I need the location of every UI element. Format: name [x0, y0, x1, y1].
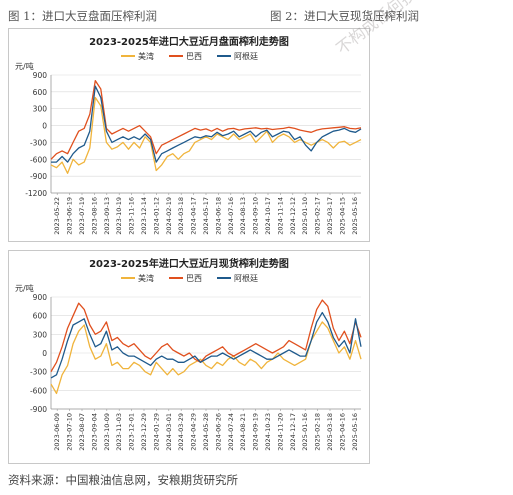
caption-fig1: 图 1：进口大豆盘面压榨利润: [8, 9, 157, 23]
legend-label: 美湾: [138, 51, 154, 61]
y-axis-unit: 元/吨: [15, 283, 34, 293]
y-tick-label: 300: [33, 330, 48, 339]
x-tick-label: 2025-05-16: [351, 197, 359, 235]
y-tick-label: -1200: [25, 189, 47, 198]
x-tick-label: 2024-02-19: [165, 197, 173, 235]
x-tick-label: 2024-11-20: [276, 413, 284, 451]
x-tick-label: 2024-05-17: [202, 197, 210, 235]
y-axis-unit: 元/吨: [15, 61, 34, 71]
y-tick-label: 0: [42, 349, 47, 358]
x-tick-label: 2024-03-29: [177, 413, 185, 451]
x-tick-label: 2025-02-18: [314, 413, 322, 451]
x-tick-label: 2025-03-18: [326, 413, 334, 451]
x-tick-label: 2025-01-16: [301, 413, 309, 451]
x-tick-label: 2024-04-17: [190, 197, 198, 235]
y-tick-label: -600: [30, 155, 47, 164]
y-tick-label: -600: [30, 386, 47, 395]
x-tick-label: 2023-11-03: [115, 413, 123, 451]
x-tick-label: 2023-12-29: [140, 413, 148, 451]
x-tick-label: 2024-10-17: [264, 197, 272, 235]
x-tick-label: 2023-11-16: [128, 197, 136, 235]
x-tick-label: 2023-09-04: [90, 413, 98, 451]
chart-title: 2023-2025年进口大豆近月现货榨利走势图: [89, 257, 289, 270]
x-tick-label: 2024-01-12: [152, 197, 160, 235]
x-tick-label: 2024-08-21: [239, 413, 247, 451]
legend-label: 阿根廷: [234, 273, 258, 283]
x-tick-label: 2025-03-17: [326, 197, 334, 235]
x-tick-label: 2023-08-07: [78, 413, 86, 451]
x-tick-label: 2023-07-19: [78, 197, 86, 235]
x-tick-label: 2024-03-01: [165, 413, 173, 451]
x-tick-label: 2024-11-14: [276, 197, 284, 235]
series-line-1: [50, 96, 362, 174]
x-tick-label: 2024-04-29: [190, 413, 198, 451]
x-tick-label: 2023-06-19: [66, 197, 74, 235]
x-tick-label: 2024-12-17: [289, 413, 297, 451]
series-line-2: [50, 299, 362, 373]
x-tick-label: 2025-05-16: [351, 413, 359, 451]
x-tick-label: 2024-10-23: [264, 413, 272, 451]
chart-panel-1: 2023-2025年进口大豆近月盘面榨利走势图美湾 巴西 阿根廷元/吨 900 600 3…: [8, 28, 370, 242]
x-tick-label: 2024-05-28: [202, 413, 210, 451]
x-tick-label: 2024-01-29: [152, 413, 160, 451]
legend-label: 阿根廷: [234, 51, 258, 61]
y-tick-label: 600: [33, 88, 48, 97]
legend-label: 巴西: [186, 52, 202, 61]
y-tick-label: 600: [33, 312, 48, 321]
y-tick-label: -300: [30, 368, 47, 377]
y-tick-label: 900: [33, 71, 48, 80]
series-line-3: [50, 311, 362, 379]
x-tick-label: 2023-09-13: [103, 197, 111, 235]
chart-panel-2: 2023-2025年进口大豆近月现货榨利走势图美湾 巴西 阿根廷元/吨 900 600 3…: [8, 250, 370, 464]
x-tick-label: 2023-05-22: [53, 197, 61, 235]
series-line-2: [50, 79, 362, 160]
x-tick-label: 2023-12-01: [128, 413, 136, 451]
y-tick-label: -300: [30, 138, 47, 147]
x-tick-label: 2024-08-13: [239, 197, 247, 235]
x-tick-label: 2024-07-24: [227, 413, 235, 451]
x-tick-label: 2023-12-14: [140, 197, 148, 235]
x-tick-label: 2023-06-09: [53, 413, 61, 451]
series-line-3: [51, 85, 362, 163]
x-tick-label: 2023-10-19: [115, 197, 123, 235]
x-tick-label: 2025-04-15: [338, 197, 346, 235]
legend-label: 美湾: [138, 273, 154, 283]
y-tick-label: -900: [30, 172, 47, 181]
x-tick-label: 2025-01-10: [301, 197, 309, 235]
x-tick-label: 2025-02-17: [314, 197, 322, 235]
y-tick-label: 300: [33, 105, 48, 114]
x-tick-label: 2024-06-26: [214, 413, 222, 451]
x-tick-label: 2024-09-19: [252, 413, 260, 451]
x-tick-label: 2024-03-18: [177, 197, 185, 235]
x-tick-label: 2025-04-16: [338, 413, 346, 451]
x-tick-label: 2024-07-16: [227, 197, 235, 235]
legend-label: 巴西: [186, 274, 202, 283]
x-tick-label: 2024-06-18: [214, 197, 222, 235]
chart-title: 2023-2025年进口大豆近月盘面榨利走势图: [89, 35, 289, 48]
x-tick-label: 2023-07-10: [66, 413, 74, 451]
x-tick-label: 2023-08-16: [90, 197, 98, 235]
x-tick-label: 2024-12-12: [289, 197, 297, 235]
caption-fig2: 图 2：进口大豆现货压榨利润: [270, 9, 419, 23]
y-tick-label: 0: [42, 122, 47, 131]
source-note: 资料来源：中国粮油信息网，安粮期货研究所: [8, 473, 238, 487]
y-tick-label: -900: [30, 405, 47, 414]
x-tick-label: 2023-10-09: [103, 413, 111, 451]
x-tick-label: 2024-09-10: [252, 197, 260, 235]
y-tick-label: 900: [33, 293, 48, 302]
